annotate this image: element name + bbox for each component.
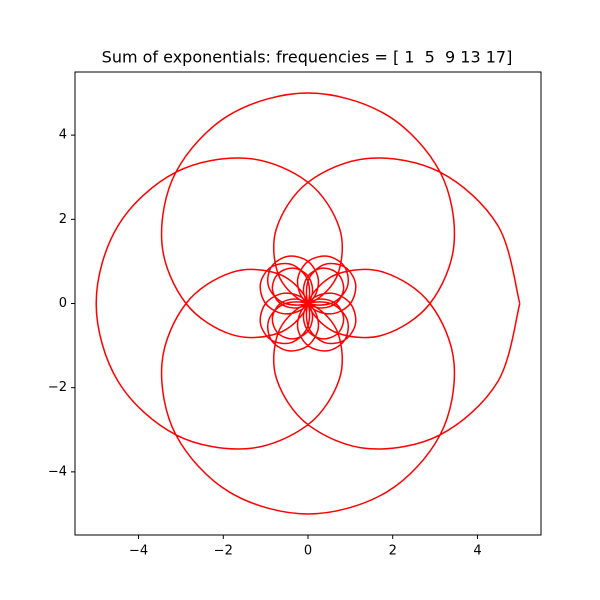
y-tick-label: 0	[59, 296, 67, 311]
y-tick-label: 2	[59, 212, 67, 227]
data-line	[95, 92, 521, 515]
x-tick-label: 0	[304, 544, 312, 559]
x-tick-label: −2	[214, 544, 233, 559]
x-tick-label: 2	[389, 544, 397, 559]
y-tick-label: −2	[48, 380, 67, 395]
y-tick-label: 4	[59, 128, 67, 143]
x-tick-label: −4	[129, 544, 148, 559]
y-tick-label: −4	[48, 464, 67, 479]
x-tick-label: 4	[473, 544, 481, 559]
chart-title: Sum of exponentials: frequencies = [ 1 5…	[102, 48, 513, 67]
